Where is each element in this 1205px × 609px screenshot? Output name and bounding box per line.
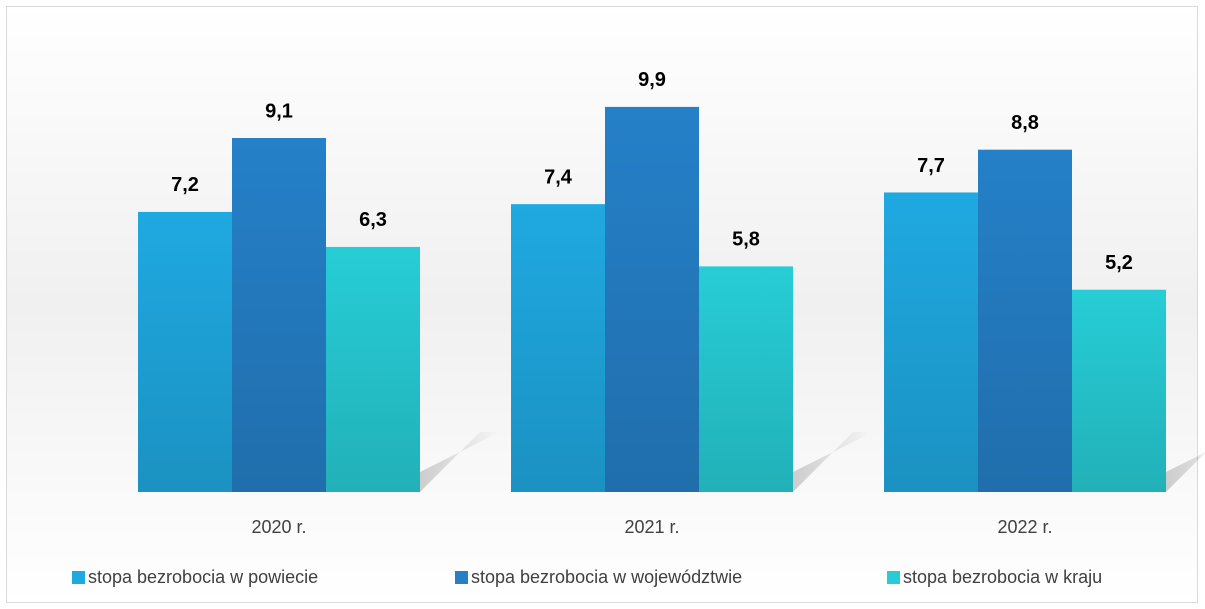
legend-swatch — [455, 571, 468, 584]
value-label: 5,8 — [732, 229, 760, 251]
bar-shade — [699, 266, 793, 492]
bar-shade — [511, 204, 605, 492]
value-label: 7,4 — [544, 166, 573, 188]
x-tick-label: 2022 r. — [997, 517, 1052, 537]
legend-label: stopa bezrobocia w województwie — [471, 567, 742, 587]
value-label: 6,3 — [359, 209, 387, 231]
bar-shade — [1072, 289, 1166, 492]
x-tick-label: 2021 r. — [624, 517, 679, 537]
bar-shadow — [1166, 452, 1205, 492]
x-tick-label: 2020 r. — [251, 517, 306, 537]
bar-shade — [605, 106, 699, 492]
value-label: 9,1 — [265, 100, 293, 122]
bar-shade — [326, 246, 420, 492]
legend-label: stopa bezrobocia w kraju — [903, 567, 1102, 587]
bar-shade — [978, 149, 1072, 492]
legend-label: stopa bezrobocia w powiecie — [88, 567, 318, 587]
legend-swatch — [887, 571, 900, 584]
value-label: 9,9 — [638, 69, 666, 91]
value-label: 5,2 — [1105, 252, 1133, 274]
value-label: 7,7 — [917, 155, 945, 177]
value-label: 7,2 — [171, 174, 199, 196]
bar-shade — [232, 138, 326, 492]
bar-shade — [138, 211, 232, 493]
value-label: 8,8 — [1011, 112, 1039, 134]
legend-swatch — [72, 571, 85, 584]
plot: 7,2 9,1 6,3 2020 r. 7,4 9,9 5,8 2021 r. 7,7 8,8 5,… — [72, 69, 1205, 587]
bar-shade — [884, 192, 978, 492]
